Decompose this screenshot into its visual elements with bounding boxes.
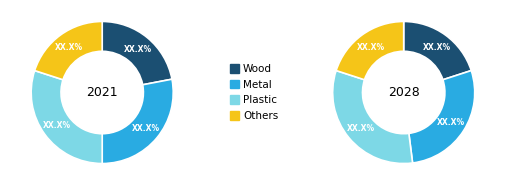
Wedge shape [404, 21, 471, 80]
Legend: Wood, Metal, Plastic, Others: Wood, Metal, Plastic, Others [226, 61, 282, 124]
Text: XX.X%: XX.X% [346, 124, 375, 133]
Wedge shape [336, 21, 404, 80]
Wedge shape [35, 21, 102, 80]
Wedge shape [102, 79, 173, 164]
Text: XX.X%: XX.X% [124, 45, 152, 54]
Text: XX.X%: XX.X% [357, 43, 385, 52]
Text: XX.X%: XX.X% [131, 124, 159, 133]
Text: XX.X%: XX.X% [43, 121, 71, 130]
Wedge shape [31, 70, 102, 164]
Text: XX.X%: XX.X% [423, 43, 451, 52]
Wedge shape [409, 70, 475, 163]
Text: XX.X%: XX.X% [55, 43, 83, 52]
Wedge shape [102, 21, 172, 85]
Text: XX.X%: XX.X% [437, 118, 465, 127]
Wedge shape [333, 70, 412, 164]
Text: 2021: 2021 [86, 86, 118, 99]
Text: 2028: 2028 [388, 86, 420, 99]
